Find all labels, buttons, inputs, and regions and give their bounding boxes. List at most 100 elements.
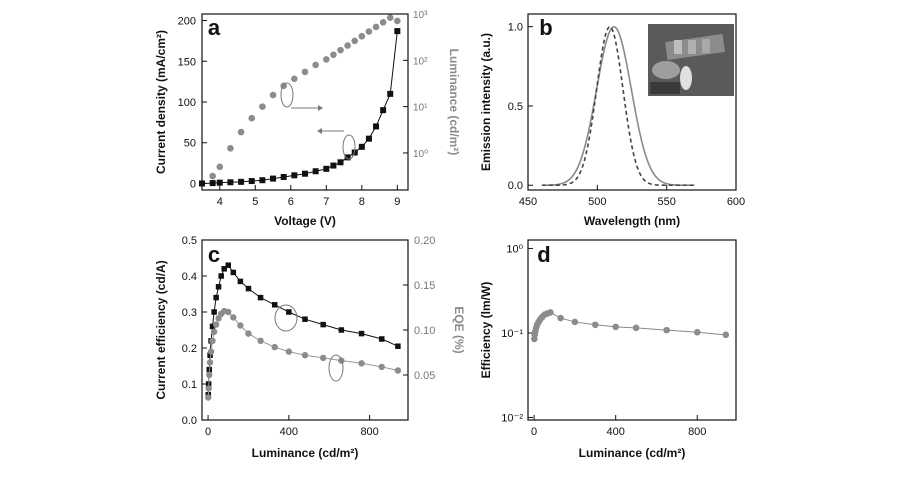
panel-d: 0 400 800 10⁻² 10⁻¹ 10⁰ d Luminance (cd/m²) Effi… [479,242,730,460]
data-point-current-efficiency [245,285,252,292]
x-tick-label: 400 [607,426,625,438]
y-axis-label: Efficiency (lm/W) [479,282,493,379]
data-point-current-efficiency [286,309,292,315]
data-point-current-density [302,170,308,177]
data-point-current-density [330,162,337,169]
data-point-current-density [248,178,255,185]
data-point-current-efficiency [320,321,326,328]
inset-hand [652,61,680,79]
data-point-eqe [237,322,244,329]
x-tick-label: 5 [252,196,258,208]
x-tick-label: 800 [360,426,378,438]
data-point-eqe [206,371,213,379]
data-point-eqe [212,321,220,328]
data-point-current-efficiency [237,278,244,285]
data-point-luminance [248,114,256,122]
data-point-eqe [245,330,252,337]
data-point-eqe [285,348,293,355]
data-point-current-density [312,168,319,175]
panel-label: d [537,242,550,267]
x-tick-label: 800 [688,426,706,438]
data-point-current-efficiency [358,330,365,337]
data-point-current-efficiency [378,336,385,342]
y-tick-label: 10⁻¹ [501,328,523,340]
series-current-efficiency-line [207,264,399,395]
x-axis-label: Voltage (V) [274,214,336,228]
x-tick-label: 8 [359,196,365,208]
data-point-eqe [207,348,215,355]
data-point-current-efficiency [395,343,401,349]
data-point-current-efficiency [218,273,224,279]
data-point-luminance [394,17,401,25]
data-point-current-density [344,154,351,161]
data-point-eqe [378,363,385,371]
panel-d-frame [527,239,737,421]
y-tick-label: 100 [178,97,196,109]
panel-label: c [208,242,220,267]
x-axis-label: Luminance (cd/m²) [579,446,686,460]
data-point-current-efficiency [338,327,345,333]
inset-pixel [702,39,710,53]
data-point-current-efficiency [302,316,308,322]
y-right-tick-label: 0.15 [414,280,435,292]
data-point-luminance [291,75,298,83]
y-right-tick-label: 10⁰ [413,149,428,160]
data-point-current-efficiency [215,284,222,290]
y-tick-label: 50 [184,138,196,150]
data-point-luminance [330,51,337,59]
y-tick-label: 0.0 [508,180,523,192]
data-point-eqe [394,367,402,374]
data-point-luminance [323,56,330,63]
y-tick-label: 200 [178,16,196,28]
data-point-luminance [386,14,394,22]
data-point-luminance [337,46,344,54]
panel-b-frame [527,13,737,191]
data-point-current-density [280,173,287,180]
data-point-power-efficiency [571,318,579,326]
data-point-current-density [227,179,234,186]
data-point-luminance [237,128,245,136]
data-point-current-efficiency [211,309,217,315]
y-tick-label: 1.0 [508,22,523,34]
x-axis-label: Luminance (cd/m²) [252,446,359,460]
y-right-tick-label: 10³ [413,10,428,21]
x-tick-label: 550 [657,196,675,208]
data-point-eqe [225,308,232,316]
y-axis-label: Current density (mA/cm²) [154,30,168,174]
data-point-current-density [358,143,365,150]
annotation-ellipse [328,354,344,382]
arrow-head [318,105,323,111]
data-point-current-density [380,107,387,114]
y-axis-label: Emission intensity (a.u.) [479,33,493,171]
data-point-luminance [209,172,216,180]
data-point-current-density [387,90,394,97]
data-point-eqe [209,337,216,344]
data-point-luminance [372,23,380,31]
data-point-current-efficiency [271,302,278,308]
data-point-eqe [319,354,327,362]
y-right-axis-label: EQE (%) [452,306,466,353]
data-point-eqe [271,343,278,351]
data-point-current-efficiency [225,262,232,268]
data-point-luminance [379,19,387,26]
data-point-power-efficiency [693,328,701,336]
data-point-power-efficiency [612,323,619,331]
y-tick-label: 0 [190,178,196,190]
data-point-power-efficiency [547,309,554,316]
arrow-head [317,128,322,134]
y-tick-label: 0.5 [508,101,523,113]
annotation-ellipse [274,304,298,332]
y-axis-label: Current efficiency (cd/A) [154,260,168,399]
inset-pixel [674,40,682,54]
data-point-luminance [259,103,266,110]
data-point-power-efficiency [663,326,670,334]
y-tick-label: 150 [178,56,196,68]
data-point-current-density [394,28,401,35]
data-point-eqe [206,359,214,366]
series-pl-spectrum [541,25,695,187]
data-point-current-efficiency [221,266,227,272]
annotation-ellipse [342,134,356,160]
data-point-eqe [230,314,237,321]
x-tick-label: 9 [394,196,400,208]
